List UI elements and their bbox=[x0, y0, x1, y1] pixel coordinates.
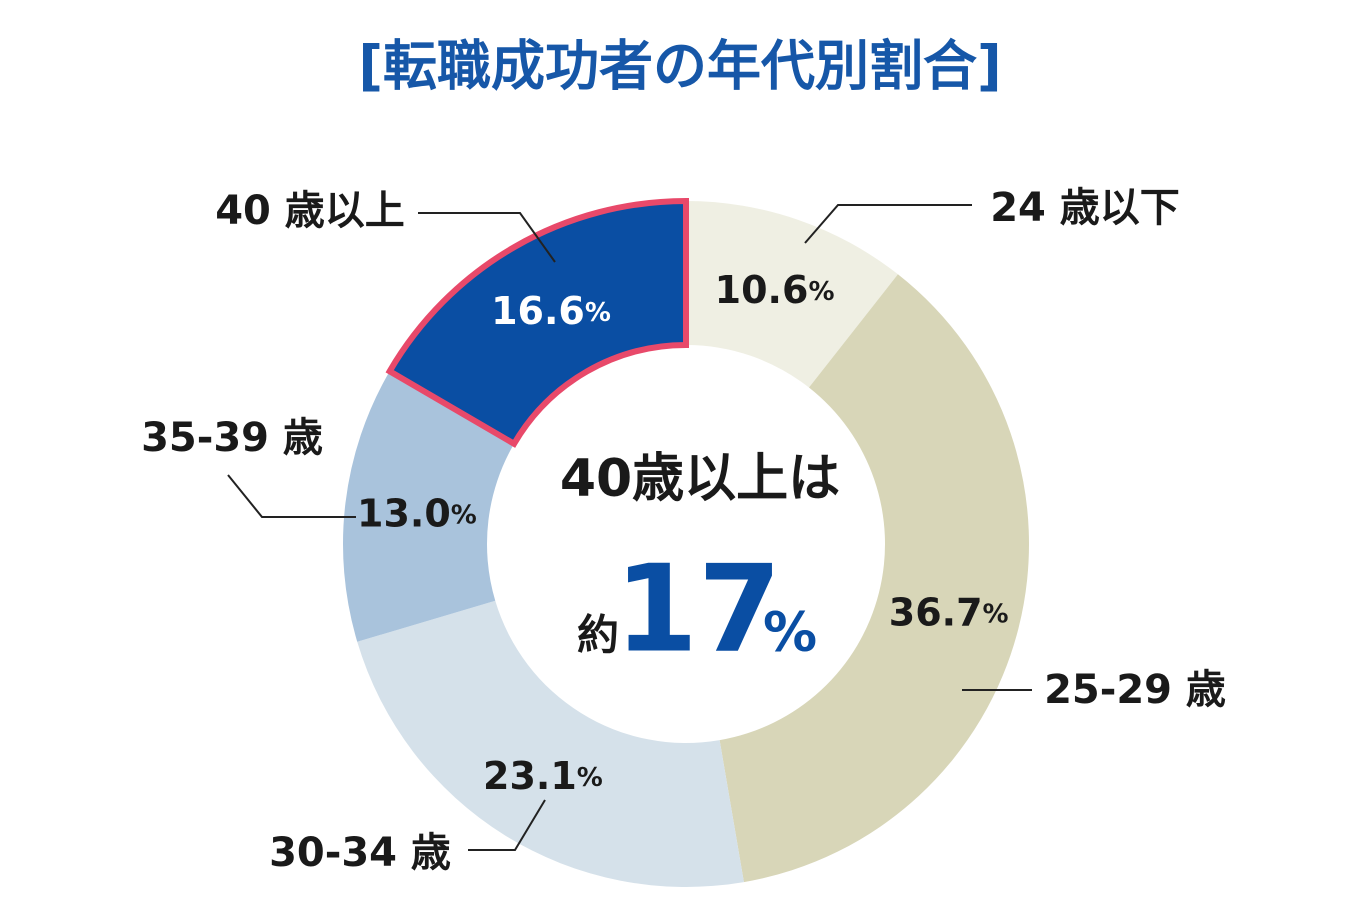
category-label: 30-34 歳 bbox=[269, 830, 451, 876]
slice bbox=[719, 274, 1029, 883]
slice bbox=[686, 201, 898, 388]
leader-line bbox=[418, 212, 556, 263]
chart-title: [転職成功者の年代別割合] bbox=[358, 35, 1001, 98]
slice bbox=[343, 371, 515, 642]
slice bbox=[385, 197, 689, 448]
category-label: 25-29 歳 bbox=[1044, 667, 1226, 713]
value-label: 23.1% bbox=[483, 754, 603, 798]
center-line1: 40歳以上は bbox=[560, 449, 840, 509]
value-label: 10.6% bbox=[715, 267, 835, 311]
leader-line bbox=[804, 204, 972, 244]
value-label: 36.7% bbox=[889, 590, 1009, 634]
donut bbox=[343, 197, 1029, 888]
leader-line bbox=[468, 799, 546, 851]
category-label: 40 歳以上 bbox=[215, 188, 405, 234]
value-label: 13.0% bbox=[357, 491, 477, 535]
category-label: 35-39 歳 bbox=[141, 415, 323, 461]
leader-line bbox=[227, 474, 356, 518]
center-prefix: 約 bbox=[577, 611, 619, 660]
value-label: 16.6% bbox=[491, 289, 611, 333]
center-value: 17 bbox=[615, 541, 782, 680]
center-unit: % bbox=[763, 601, 817, 664]
slice bbox=[357, 600, 744, 888]
category-label: 24 歳以下 bbox=[990, 185, 1180, 231]
